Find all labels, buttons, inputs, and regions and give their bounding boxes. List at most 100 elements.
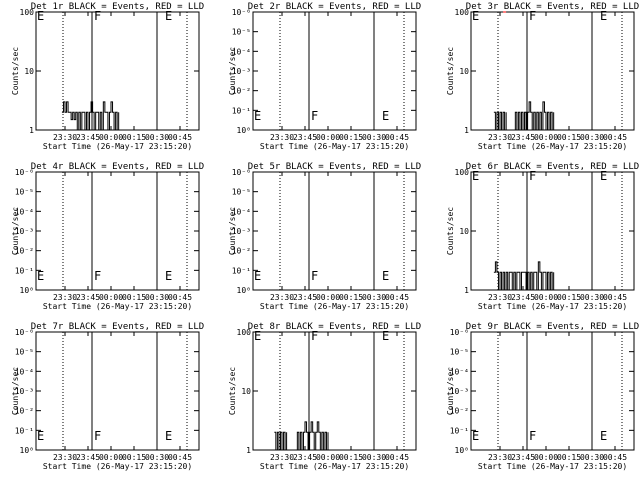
x-tick-label: 00:45 <box>385 293 409 302</box>
x-tick-label: 00:15 <box>122 133 146 142</box>
y-tick-label: 10⁰ <box>20 446 34 455</box>
y-axis-label: Counts/sec <box>228 207 237 255</box>
x-tick-label: 23:45 <box>293 453 317 462</box>
x-tick-label: 23:45 <box>511 133 535 142</box>
x-axis-label: Start Time (26-May-17 23:15:20) <box>478 142 627 151</box>
x-tick-label: 00:00 <box>534 133 558 142</box>
x-tick-label: 23:30 <box>53 293 77 302</box>
x-tick-label: 00:30 <box>362 453 386 462</box>
series-line <box>274 431 288 451</box>
y-tick-label: 10⁻³ <box>15 227 34 236</box>
y-axis-label: Counts/sec <box>11 367 20 415</box>
panel-title: Det 1r BLACK = Events, RED = LLD <box>31 2 204 12</box>
x-tick-label: 00:00 <box>99 133 123 142</box>
x-tick-label: 23:45 <box>511 453 535 462</box>
y-axis-label: Counts/sec <box>228 47 237 95</box>
x-tick-label: 00:30 <box>580 293 604 302</box>
series-line <box>513 101 555 131</box>
marker-e: E <box>600 169 607 183</box>
y-tick-label: 1 <box>29 126 34 135</box>
y-tick-label: 10⁻⁵ <box>15 348 34 357</box>
marker-f: F <box>311 329 318 343</box>
marker-e: E <box>600 9 607 23</box>
marker-f: F <box>529 169 536 183</box>
y-tick-label: 10⁻² <box>15 407 34 416</box>
marker-f: F <box>94 269 101 283</box>
marker-f: F <box>311 109 318 123</box>
x-tick-label: 23:30 <box>270 293 294 302</box>
x-tick-label: 00:30 <box>580 133 604 142</box>
x-tick-label: 23:30 <box>488 133 512 142</box>
y-tick-label: 1 <box>464 286 469 295</box>
marker-e-left: E <box>254 329 261 343</box>
marker-e: E <box>165 269 172 283</box>
x-tick-label: 00:30 <box>145 453 169 462</box>
y-tick-label: 100 <box>20 8 35 17</box>
panel-title: Det 7r BLACK = Events, RED = LLD <box>31 322 204 332</box>
x-tick-label: 00:30 <box>145 293 169 302</box>
detector-panel: Det 2r BLACK = Events, RED = LLD 23:3023:… <box>228 2 421 151</box>
y-tick-label: 10⁻⁵ <box>232 188 251 197</box>
marker-e: E <box>165 429 172 443</box>
x-tick-label: 23:30 <box>53 453 77 462</box>
detector-panel: Det 8r BLACK = Events, RED = LLD 23:3023:… <box>228 322 421 471</box>
y-tick-label: 10⁻⁴ <box>232 207 251 216</box>
y-axis-label: Counts/sec <box>446 367 455 415</box>
x-tick-label: 00:15 <box>557 293 581 302</box>
y-tick-label: 1 <box>246 446 251 455</box>
panel-title: Det 3r BLACK = Events, RED = LLD <box>466 2 639 12</box>
x-tick-label: 23:45 <box>293 293 317 302</box>
y-tick-label: 10⁻² <box>232 87 251 96</box>
x-tick-label: 23:30 <box>270 133 294 142</box>
plot-frame <box>35 331 200 451</box>
x-axis-label: Start Time (26-May-17 23:15:20) <box>260 142 409 151</box>
y-tick-label: 10⁻⁵ <box>232 28 251 37</box>
x-tick-label: 00:45 <box>168 293 192 302</box>
y-tick-label: 1 <box>464 126 469 135</box>
y-tick-label: 10⁻⁶ <box>15 328 34 337</box>
marker-e-left: E <box>472 169 479 183</box>
x-tick-label: 00:15 <box>557 453 581 462</box>
x-tick-label: 00:15 <box>557 133 581 142</box>
x-tick-label: 00:00 <box>99 453 123 462</box>
x-tick-label: 23:30 <box>270 453 294 462</box>
plot-frame <box>35 171 200 291</box>
y-tick-label: 10⁻² <box>15 247 34 256</box>
marker-e-left: E <box>254 109 261 123</box>
x-tick-label: 00:00 <box>99 293 123 302</box>
y-tick-label: 10⁰ <box>455 446 469 455</box>
y-tick-label: 10 <box>459 227 469 236</box>
detector-panel: Det 4r BLACK = Events, RED = LLD 23:3023:… <box>11 162 204 311</box>
x-axis-label: Start Time (26-May-17 23:15:20) <box>43 302 192 311</box>
detector-panel: Det 7r BLACK = Events, RED = LLD 23:3023:… <box>11 322 204 471</box>
y-tick-label: 10 <box>459 67 469 76</box>
y-tick-label: 10 <box>24 67 34 76</box>
x-tick-label: 00:00 <box>316 293 340 302</box>
y-tick-label: 10⁻³ <box>232 67 251 76</box>
x-tick-label: 00:00 <box>534 453 558 462</box>
x-axis-label: Start Time (26-May-17 23:15:20) <box>43 462 192 471</box>
x-tick-label: 00:15 <box>339 133 363 142</box>
x-axis-label: Start Time (26-May-17 23:15:20) <box>478 462 627 471</box>
marker-e: E <box>382 109 389 123</box>
plot-frame <box>252 11 417 131</box>
panel-title: Det 6r BLACK = Events, RED = LLD <box>466 162 639 172</box>
panel-title: Det 2r BLACK = Events, RED = LLD <box>248 2 421 12</box>
x-tick-label: 00:30 <box>362 133 386 142</box>
x-tick-label: 00:15 <box>339 293 363 302</box>
panel-title: Det 5r BLACK = Events, RED = LLD <box>248 162 421 172</box>
panel-title: Det 8r BLACK = Events, RED = LLD <box>248 322 421 332</box>
y-tick-label: 100 <box>237 328 252 337</box>
plot-frame <box>470 331 635 451</box>
marker-f: F <box>311 269 318 283</box>
y-tick-label: 10⁻² <box>450 407 469 416</box>
x-tick-label: 23:30 <box>488 453 512 462</box>
x-axis-label: Start Time (26-May-17 23:15:20) <box>478 302 627 311</box>
y-axis-label: Counts/sec <box>11 207 20 255</box>
marker-e-left: E <box>254 269 261 283</box>
x-axis-label: Start Time (26-May-17 23:15:20) <box>260 462 409 471</box>
y-tick-label: 10⁻⁶ <box>232 8 251 17</box>
marker-e: E <box>600 429 607 443</box>
series-line <box>493 111 507 131</box>
y-tick-label: 10⁻⁴ <box>232 47 251 56</box>
